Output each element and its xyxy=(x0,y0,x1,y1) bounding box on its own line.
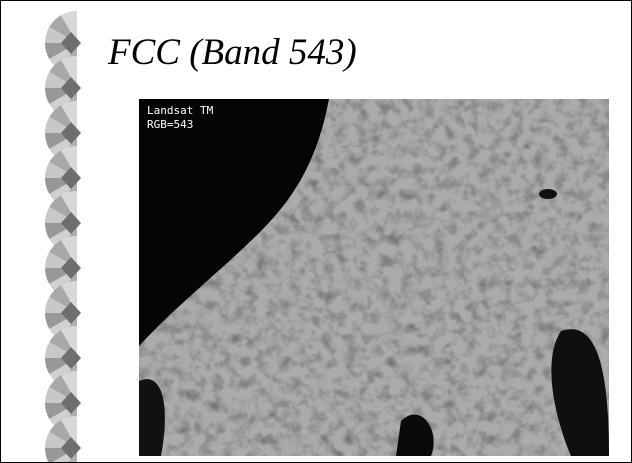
slide: Landsat TM RGB=543 FCC (Band 543) xyxy=(0,0,632,463)
image-caption: RGB=543 xyxy=(147,118,193,131)
image-caption: Landsat TM xyxy=(147,104,214,117)
decorative-fans xyxy=(45,11,81,462)
slide-title: FCC (Band 543) xyxy=(108,31,357,74)
satellite-image: Landsat TM RGB=543 xyxy=(139,99,609,456)
